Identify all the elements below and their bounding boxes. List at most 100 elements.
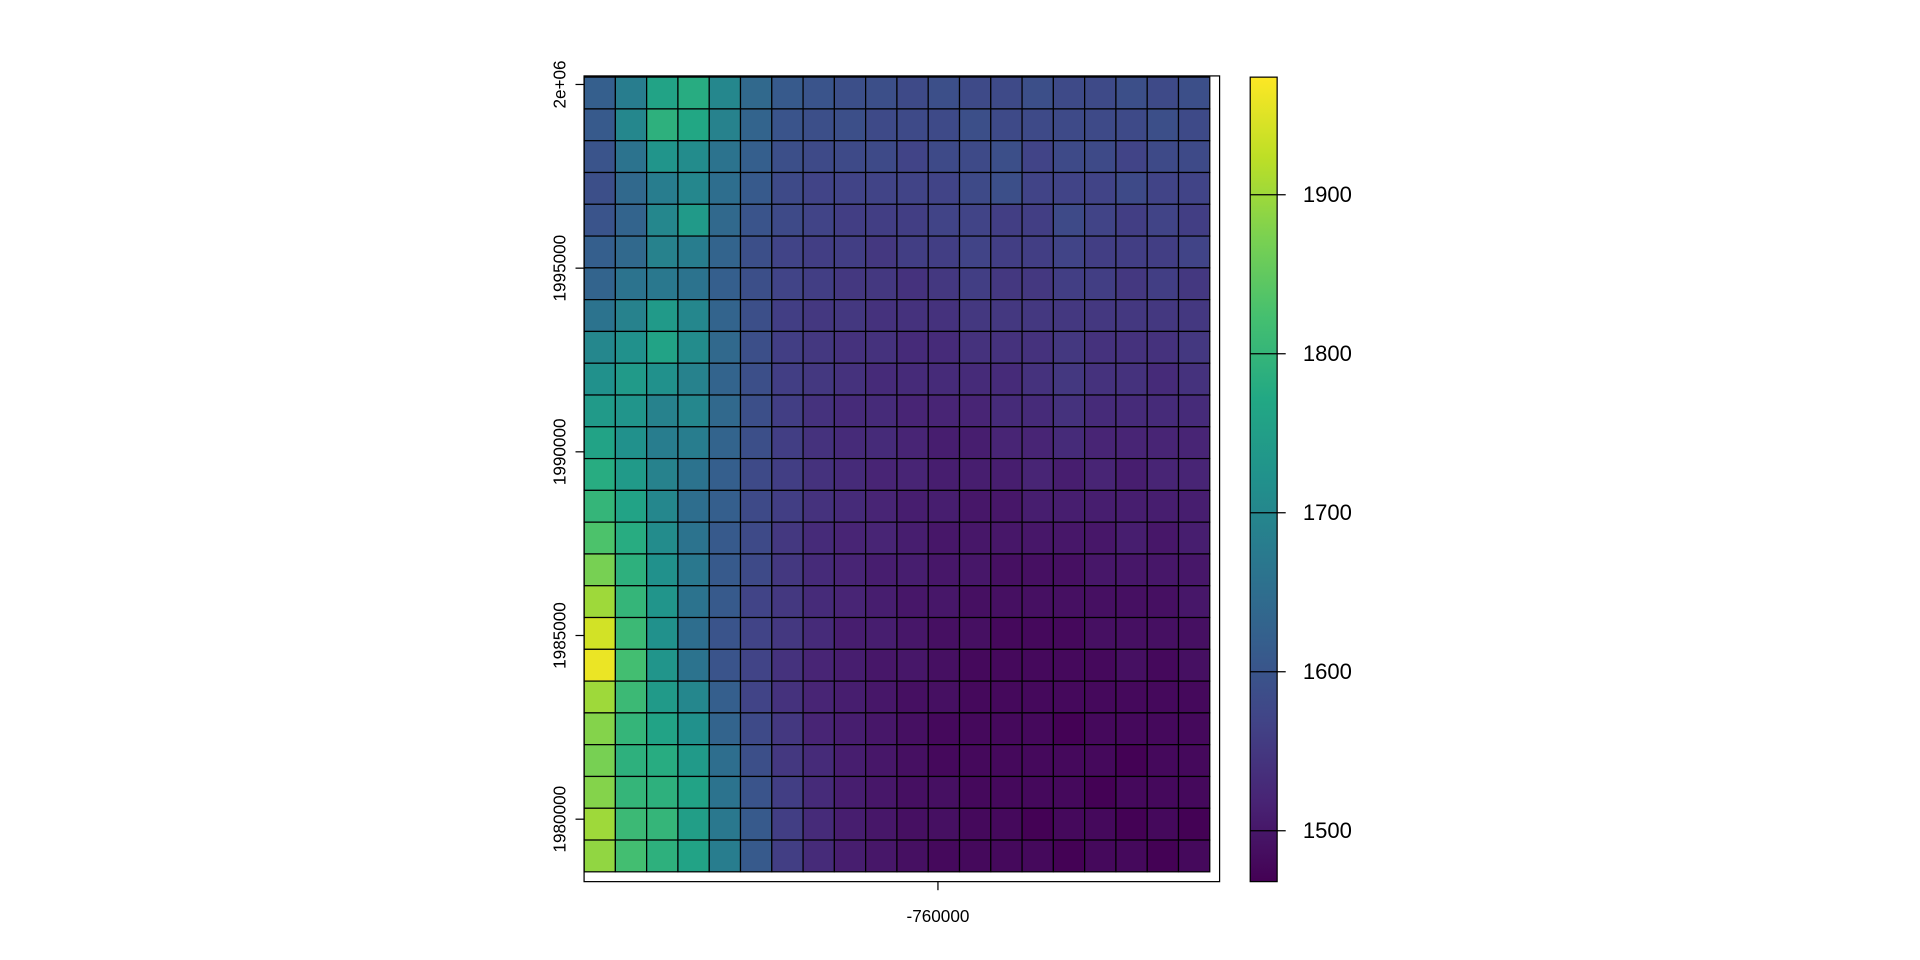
raster-cell [708,362,742,396]
raster-cell [927,362,961,396]
raster-cell [1146,267,1180,301]
raster-cell [1084,839,1117,873]
raster-cell [896,807,929,841]
raster-cell [865,140,898,174]
raster-cell [1084,108,1117,142]
raster-cell [833,140,867,174]
raster-cell [990,235,1023,269]
raster-cell [583,744,616,778]
raster-cell [833,330,867,364]
raster-cell [990,585,1023,619]
raster-cell [1115,362,1148,396]
raster-cell [771,171,804,205]
raster-cell [896,648,929,682]
raster-cell [896,108,929,142]
y-tick-label: 1990000 [550,418,570,485]
raster-cell [583,203,616,237]
raster-cell [739,330,773,364]
raster-cell [614,267,648,301]
raster-cell [677,108,710,142]
raster-cell [739,775,773,809]
raster-cell [1146,585,1180,619]
raster-cell [1146,76,1180,110]
raster-cell [583,807,616,841]
raster-cell [833,553,867,587]
raster-cell [646,171,679,205]
raster-cell [958,553,992,587]
raster-cell [583,108,616,142]
raster-cell [646,585,679,619]
raster-cell [1146,394,1180,428]
raster-cell [927,457,961,491]
raster-cell [646,108,679,142]
raster-cell [1115,744,1148,778]
raster-cell [614,171,648,205]
raster-cell [771,235,804,269]
raster-cell [927,616,961,650]
raster-cell [1146,457,1180,491]
raster-cell [958,521,992,555]
raster-cell [896,394,929,428]
raster-cell [583,775,616,809]
raster-cell [1177,108,1211,142]
raster-cell [1052,839,1086,873]
raster-cell [990,489,1023,523]
raster-cell [1052,775,1086,809]
raster-cell [771,807,804,841]
raster-cell [708,108,742,142]
raster-cell [1115,330,1148,364]
raster-cell [708,648,742,682]
raster-cell [958,108,992,142]
raster-cell [1021,394,1054,428]
raster-cell [646,616,679,650]
raster-cell [1177,171,1211,205]
raster-cell [614,807,648,841]
raster-cell [1115,616,1148,650]
raster-cell [865,648,898,682]
raster-cell [1052,108,1086,142]
raster-cell [614,235,648,269]
raster-cell [896,330,929,364]
raster-cell [583,171,616,205]
raster-cell [646,839,679,873]
raster-cell [739,521,773,555]
raster-cell [739,457,773,491]
raster-cell [802,362,835,396]
raster-cell [708,330,742,364]
raster-cell [614,299,648,333]
y-tick-label: 2e+06 [550,60,570,108]
raster-cell [1115,171,1148,205]
raster-cell [614,362,648,396]
raster-cell [646,744,679,778]
raster-cell [739,267,773,301]
raster-cell [1146,680,1180,714]
raster-cell [1052,585,1086,619]
raster-cell [1084,616,1117,650]
raster-cell [958,744,992,778]
raster-cell [583,267,616,301]
raster-cell [1177,489,1211,523]
raster-cell [1177,839,1211,873]
raster-cell [1021,108,1054,142]
raster-cell [927,171,961,205]
raster-cell [1021,457,1054,491]
raster-cell [990,521,1023,555]
raster-cell [708,553,742,587]
raster-cell [833,362,867,396]
raster-cell [771,330,804,364]
raster-cell [1084,171,1117,205]
raster-cell [896,171,929,205]
raster-cell [1146,775,1180,809]
raster-cell [927,648,961,682]
raster-cell [1052,362,1086,396]
raster-cell [927,330,961,364]
raster-cell [990,648,1023,682]
raster-cell [865,744,898,778]
raster-cell [958,616,992,650]
raster-cell [833,807,867,841]
raster-cell [677,521,710,555]
raster-cell [1084,362,1117,396]
raster-cell [1052,299,1086,333]
raster-cell [708,680,742,714]
